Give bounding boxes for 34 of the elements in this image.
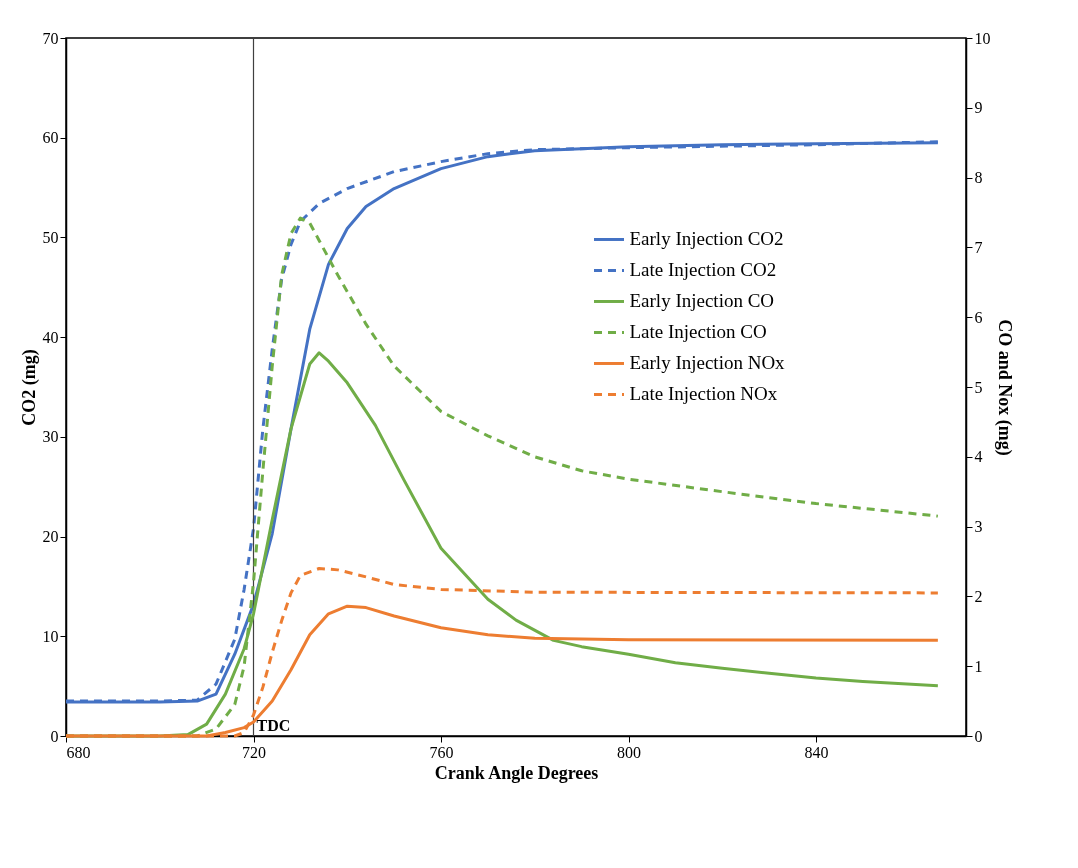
y2-tick-label: 10 <box>974 29 991 47</box>
legend-label: Early Injection NOx <box>629 352 786 374</box>
y2-axis-title: CO and Nox (mg) <box>993 319 1015 456</box>
x-tick-label: 800 <box>617 743 641 761</box>
x-tick-label: 840 <box>804 743 829 761</box>
y2-tick-label: 1 <box>974 657 983 675</box>
x-tick-label: 680 <box>66 743 91 761</box>
legend-label: Late Injection CO2 <box>629 259 777 281</box>
legend-label: Early Injection CO2 <box>629 228 784 250</box>
y2-tick-label: 7 <box>974 238 983 256</box>
y-tick-label: 70 <box>42 29 59 47</box>
y2-tick-label: 6 <box>974 308 983 326</box>
y2-tick-label: 2 <box>974 587 983 605</box>
y-tick-label: 60 <box>42 129 59 147</box>
legend-label: Late Injection CO <box>629 321 767 343</box>
y2-tick-label: 3 <box>974 518 983 536</box>
x-tick-label: 760 <box>429 743 454 761</box>
y-tick-label: 30 <box>42 428 59 446</box>
x-tick-label: 720 <box>242 743 266 761</box>
y2-tick-label: 8 <box>974 169 983 187</box>
y-tick-label: 50 <box>42 228 59 246</box>
y2-tick-label: 4 <box>974 448 983 466</box>
y-tick-label: 10 <box>42 627 59 645</box>
legend-label: Late Injection NOx <box>629 383 778 405</box>
y2-tick-label: 0 <box>974 727 983 745</box>
y2-tick-label: 5 <box>974 378 983 396</box>
y-tick-label: 40 <box>42 328 59 346</box>
y-tick-label: 20 <box>42 528 59 546</box>
y-tick-label: 0 <box>50 727 59 745</box>
x-axis-title: Crank Angle Degrees <box>434 762 599 783</box>
y2-tick-label: 9 <box>974 99 983 117</box>
legend-label: Early Injection CO <box>629 290 775 312</box>
ref-line-label: TDC <box>256 717 291 734</box>
y-axis-title: CO2 (mg) <box>18 349 40 426</box>
